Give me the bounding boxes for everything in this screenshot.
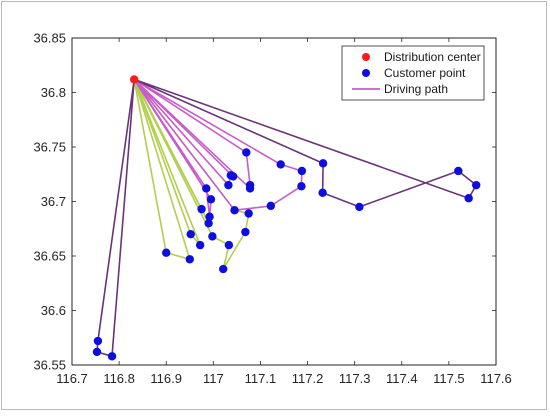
x-axis-ticks: 116.7 116.8 116.9 117 117.1 117.2 117.3 117.4 11… [56, 38, 512, 386]
customer-point [230, 206, 239, 215]
driving-path-route [133, 79, 210, 225]
customer-point [195, 240, 205, 250]
x-tick-label: 117.2 [292, 371, 324, 386]
customer-point [244, 209, 253, 218]
customer-point [224, 240, 234, 250]
customer-point [224, 180, 233, 190]
customer-point [186, 230, 195, 239]
customer-point [464, 194, 473, 203]
customer-point [185, 255, 194, 264]
driving-path-route [133, 79, 191, 261]
customer-point [297, 182, 306, 191]
customer-point [472, 180, 481, 190]
x-tick-label: 117.1 [245, 371, 277, 386]
customer-point [107, 352, 117, 361]
customer-point [208, 232, 217, 241]
y-tick-label: 36.8 [41, 85, 66, 100]
x-tick-label: 117.3 [339, 371, 371, 386]
y-axis-ticks: 36.55 36.6 36.65 36.7 36.75 36.8 36.85 [33, 31, 496, 373]
customer-point [276, 160, 285, 169]
legend-path-label: Driving path [384, 82, 448, 96]
x-tick-label: 116.8 [103, 371, 135, 386]
y-tick-label: 36.65 [33, 249, 66, 264]
y-tick-label: 36.55 [33, 358, 66, 373]
legend-depot-label: Distribution center [384, 50, 481, 64]
customer-point [205, 212, 214, 221]
customer-point [204, 219, 213, 228]
customer-point [454, 166, 463, 176]
x-tick-label: 117 [203, 371, 224, 386]
x-tick-label: 117.6 [480, 371, 512, 386]
y-tick-label: 36.75 [33, 140, 66, 155]
x-tick-label: 117.5 [433, 371, 465, 386]
customer-point [202, 184, 211, 193]
legend-customer-marker [362, 69, 370, 77]
customer-point-group [92, 148, 481, 361]
y-tick-label: 36.7 [41, 194, 66, 209]
customer-point [219, 264, 228, 274]
customer-point [241, 227, 250, 237]
customer-point [242, 148, 251, 157]
y-tick-label: 36.85 [33, 31, 66, 46]
customer-point [318, 159, 328, 168]
x-tick-label: 116.9 [150, 371, 182, 386]
customer-point [318, 188, 327, 197]
x-tick-label: 116.7 [56, 371, 88, 386]
customer-point [355, 202, 364, 212]
distribution-center-point [129, 75, 139, 84]
customer-point [206, 195, 216, 204]
customer-point [228, 172, 238, 181]
customer-point [92, 347, 102, 357]
legend: Distribution center Customer point Drivi… [341, 45, 485, 101]
x-tick-label: 117.4 [386, 371, 418, 386]
driving-path-route [133, 79, 201, 246]
customer-point [197, 204, 206, 214]
y-tick-label: 36.6 [41, 303, 66, 318]
customer-point [245, 180, 255, 190]
legend-depot-marker [362, 53, 370, 61]
legend-customer-label: Customer point [384, 66, 466, 80]
customer-point [266, 201, 276, 211]
distribution-center-group [129, 75, 139, 84]
customer-point [162, 248, 171, 257]
customer-point [297, 166, 307, 176]
customer-point [93, 336, 103, 346]
